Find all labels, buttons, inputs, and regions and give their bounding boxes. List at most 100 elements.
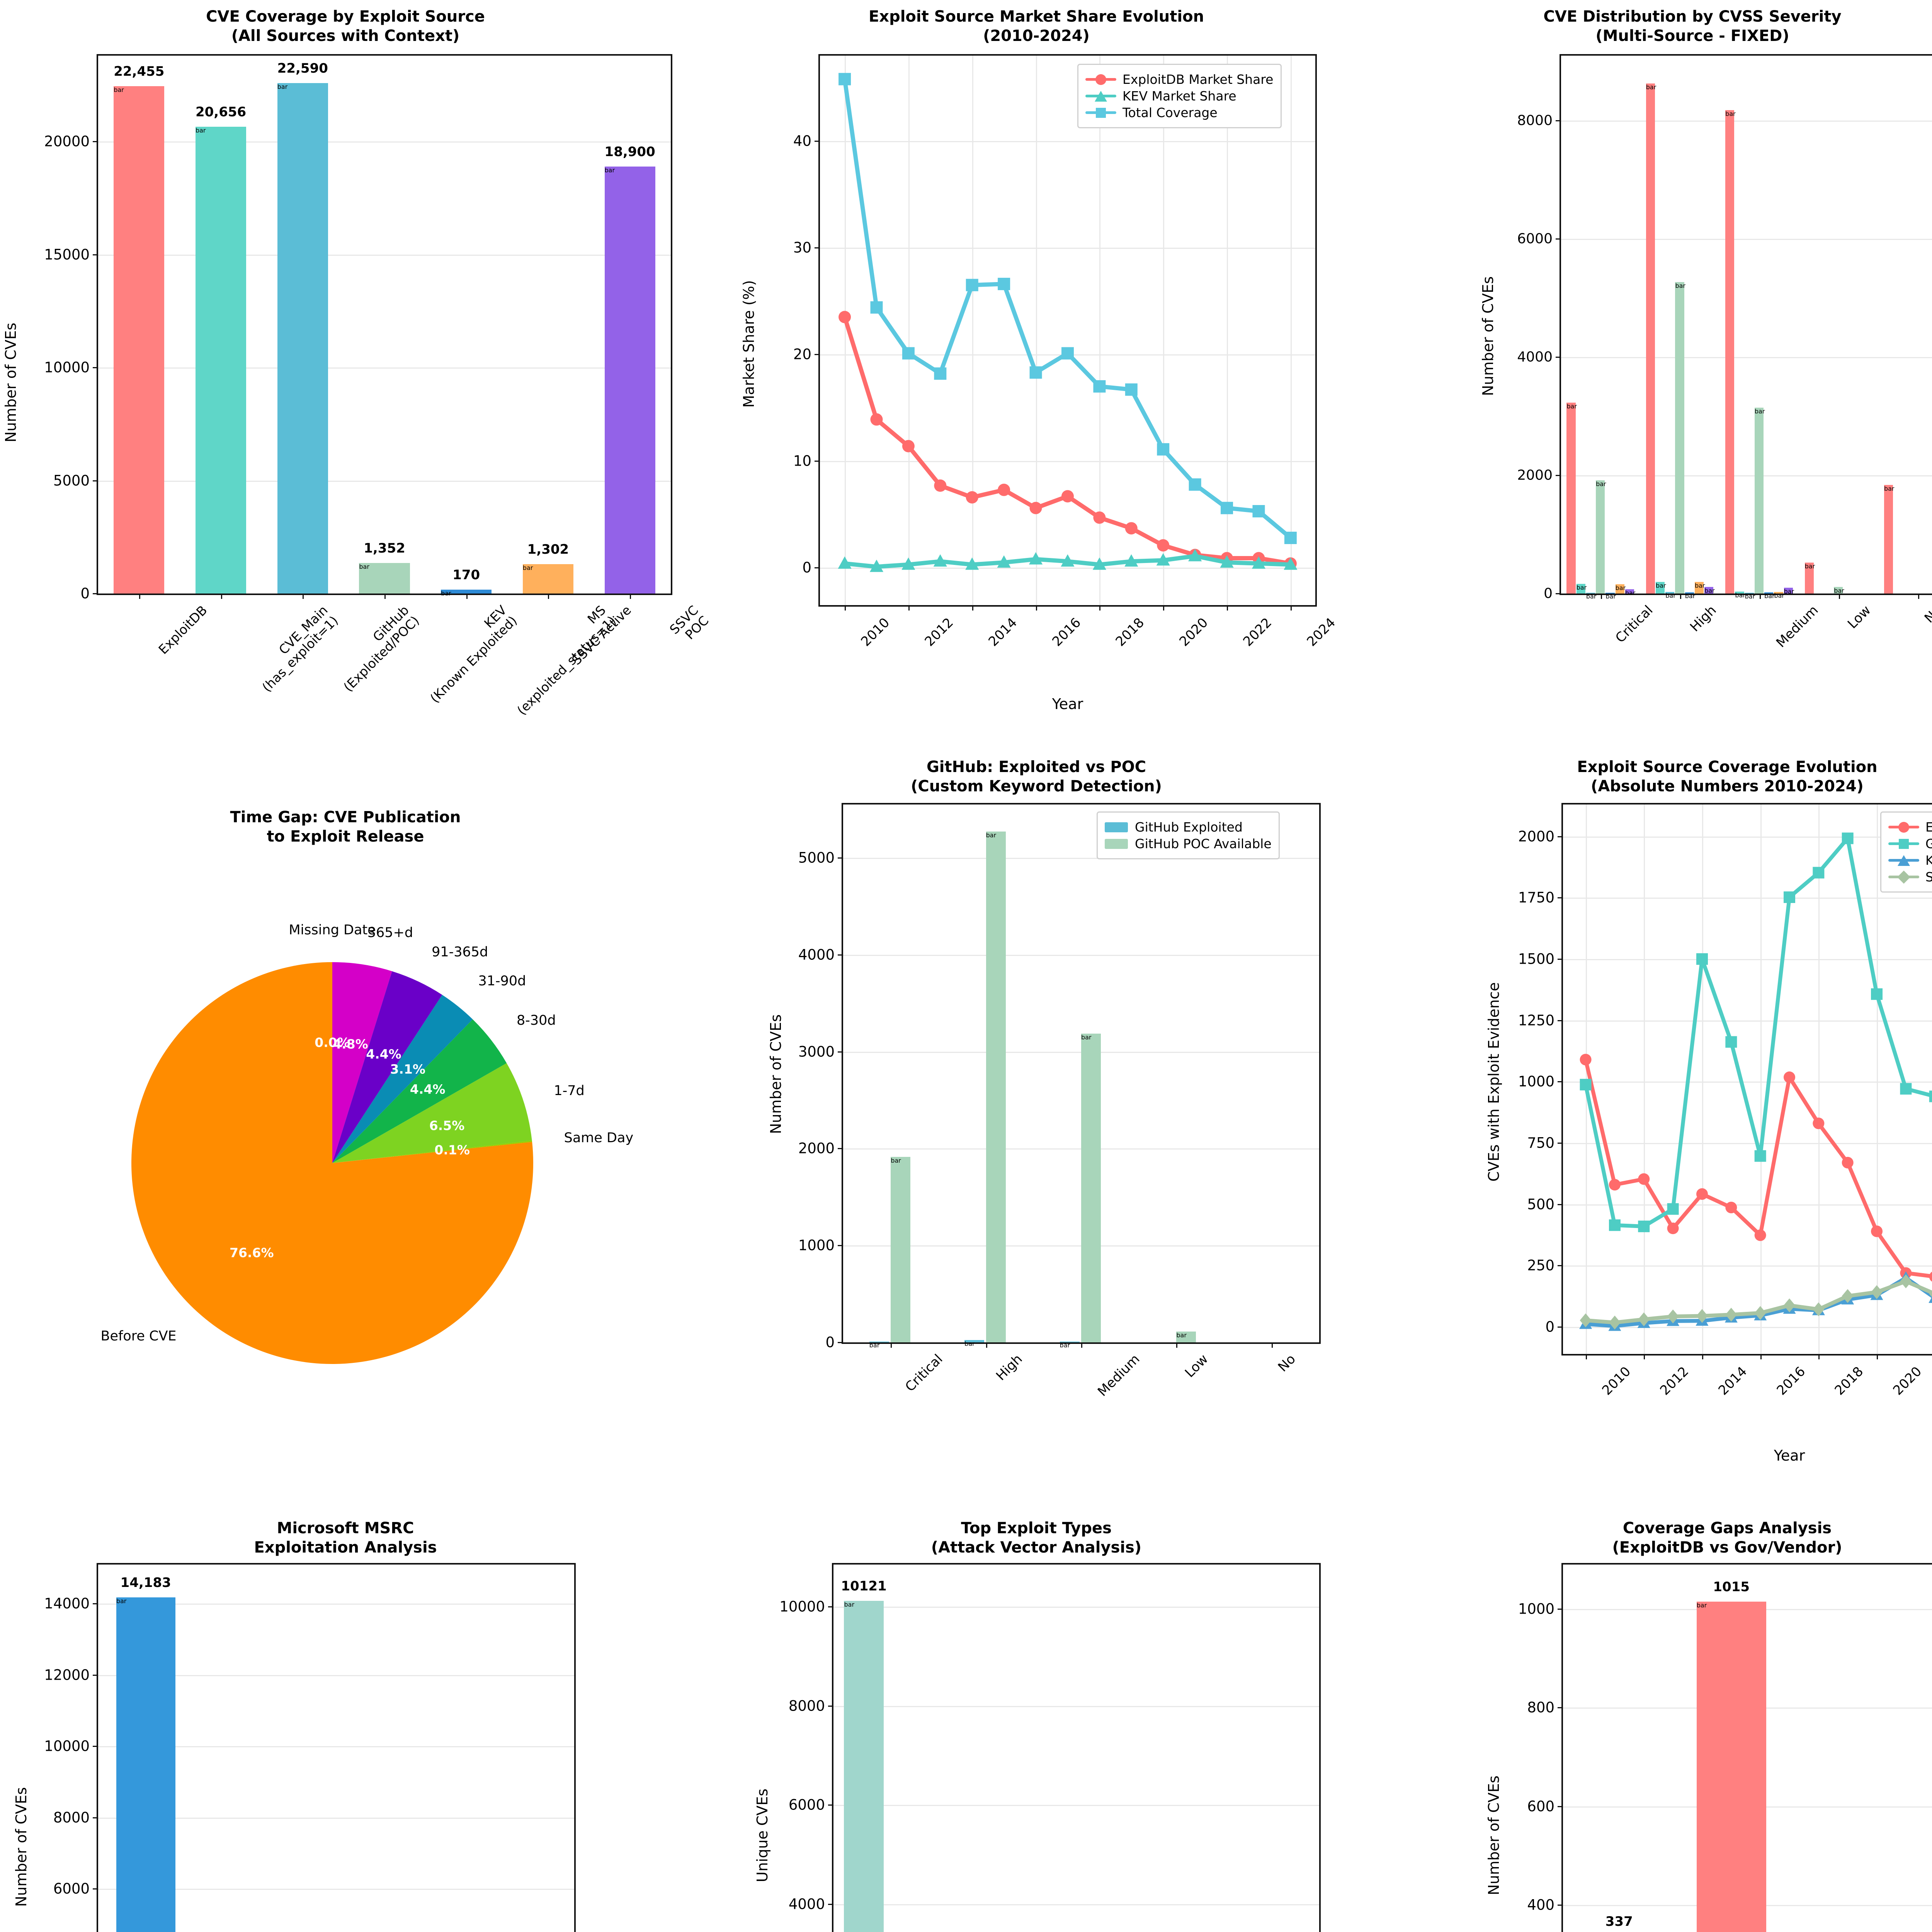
x-tick-label: 2014	[985, 615, 1020, 650]
x-tick-mark	[1036, 605, 1037, 611]
x-tick-label: 2022	[1240, 615, 1275, 650]
y-tick-mark	[828, 1804, 833, 1806]
x-tick-label: 2012	[922, 615, 957, 650]
data-point	[1029, 502, 1042, 514]
gridline	[98, 1746, 574, 1748]
legend: ExploitDB Market Share KEV Market Share To…	[1077, 64, 1282, 128]
pie-slice-label: Missing Date	[289, 922, 376, 938]
bar-value-label: 1,302	[527, 541, 569, 557]
pie-slice	[332, 995, 473, 1163]
pie-percent-label: 0.1%	[434, 1142, 470, 1158]
data-point	[1842, 1289, 1854, 1303]
y-axis-label: Number of CVEs	[1485, 1776, 1502, 1895]
legend-line	[1085, 74, 1116, 85]
y-tick-label: 1500	[1518, 951, 1554, 968]
gridline	[98, 1675, 574, 1676]
y-tick-mark	[838, 1051, 843, 1053]
data-point	[1871, 988, 1883, 1000]
y-tick-label: 3000	[798, 1043, 835, 1060]
legend-label: KEV	[1925, 853, 1932, 868]
y-tick-label: 4000	[788, 1896, 825, 1913]
y-tick-mark	[1558, 897, 1563, 899]
y-tick-label: 6000	[788, 1796, 825, 1813]
data-point	[901, 557, 915, 570]
bar-value-label: 1,352	[364, 540, 405, 556]
data-point	[1580, 1054, 1592, 1066]
gridline	[820, 461, 1315, 463]
legend-row: Total Coverage	[1085, 105, 1274, 120]
data-point	[1609, 1179, 1621, 1190]
y-tick-mark	[93, 254, 98, 255]
legend-line	[1085, 107, 1116, 118]
gridline	[1563, 836, 1932, 838]
y-tick-label: 0	[802, 559, 811, 576]
y-tick-label: 800	[1527, 1699, 1554, 1716]
data-point	[1609, 1219, 1621, 1231]
data-point	[1929, 1290, 1932, 1298]
y-tick-mark	[93, 1888, 98, 1889]
y-tick-label: 5000	[798, 849, 835, 866]
x-tick-label: 2012	[1657, 1364, 1692, 1398]
y-tick-label: 8000	[788, 1697, 825, 1714]
data-point	[1189, 478, 1201, 491]
y-tick-label: 2000	[1518, 828, 1554, 845]
gridline	[1563, 959, 1932, 960]
gridline	[1036, 56, 1037, 605]
gridline	[843, 954, 1319, 956]
data-point	[1784, 1298, 1795, 1313]
chart-title: GitHub: Exploited vs POC (Custom Keyword…	[911, 758, 1162, 795]
y-tick-mark	[1558, 1327, 1563, 1328]
data-point	[1754, 1306, 1766, 1320]
data-point	[1696, 1309, 1708, 1323]
data-point	[1784, 891, 1795, 903]
legend-row: GitHub Exploited	[1105, 820, 1272, 835]
y-tick-label: 40	[793, 133, 811, 150]
data-point	[902, 347, 915, 360]
data-point	[966, 491, 978, 504]
data-point	[1029, 366, 1042, 379]
x-tick-mark	[1702, 1354, 1703, 1359]
y-tick-label: 0	[80, 585, 90, 602]
y-tick-mark	[838, 1148, 843, 1150]
legend-row: ExploitDB Market Share	[1085, 72, 1274, 87]
gridline	[1561, 121, 1932, 122]
x-category-label: High	[993, 1351, 1026, 1384]
y-axis-label: Number of CVEs	[767, 1014, 784, 1134]
gridline	[98, 480, 671, 482]
data-point	[1125, 383, 1138, 396]
chart-title: Coverage Gaps Analysis (ExploitDB vs Gov…	[1612, 1519, 1842, 1556]
data-point	[1284, 557, 1298, 570]
gridline	[98, 1888, 574, 1890]
data-point	[1061, 490, 1074, 503]
y-tick-label: 0	[1544, 585, 1553, 602]
gridline	[1563, 1143, 1932, 1145]
data-point	[869, 560, 884, 572]
x-tick-mark	[548, 594, 549, 599]
data-point	[1784, 1071, 1795, 1083]
legend-marker	[1897, 870, 1910, 884]
gridline	[98, 1604, 574, 1605]
data-point	[1156, 553, 1170, 566]
data-point	[1188, 549, 1202, 561]
x-tick-mark	[1176, 1342, 1178, 1348]
x-tick-mark	[630, 594, 631, 599]
data-point	[998, 277, 1010, 290]
gridline	[1163, 56, 1165, 605]
x-category-label: CVE_Main (has_exploit=1)	[259, 602, 341, 695]
pie-percent-label: 4.8%	[333, 1036, 368, 1052]
data-point	[1284, 532, 1297, 544]
data-point	[1813, 1117, 1825, 1129]
x-tick-mark	[1585, 1354, 1587, 1359]
y-tick-label: 1750	[1518, 889, 1554, 906]
legend-line	[1888, 870, 1919, 884]
x-tick-label: 2010	[858, 615, 893, 650]
gridline	[98, 367, 671, 369]
x-tick-label: 2016	[1049, 615, 1084, 650]
data-point	[998, 483, 1010, 496]
legend-marker	[1898, 821, 1909, 833]
x-tick-label: 2020	[1176, 615, 1211, 650]
y-tick-label: 2000	[798, 1140, 835, 1157]
gridline	[1561, 239, 1932, 240]
data-point	[1252, 556, 1266, 569]
